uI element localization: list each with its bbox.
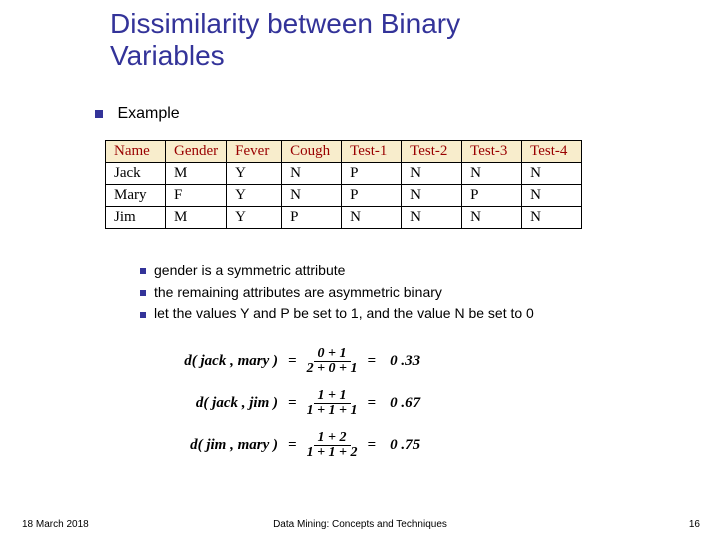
footer-page-number: 16 — [689, 519, 700, 530]
table-cell: Y — [227, 207, 282, 229]
fraction-numerator: 0 + 1 — [314, 347, 351, 362]
footer-center: Data Mining: Concepts and Techniques — [273, 519, 447, 530]
table-cell: N — [522, 207, 582, 229]
square-bullet-icon — [140, 290, 146, 296]
table-cell: P — [342, 163, 402, 185]
slide-title: Dissimilarity between Binary Variables — [110, 8, 460, 72]
equals-sign: = — [362, 353, 383, 370]
table-cell: N — [402, 185, 462, 207]
table-cell: N — [402, 163, 462, 185]
fraction-numerator: 1 + 2 — [314, 431, 351, 446]
formula-lhs: d( jim , mary ) — [150, 437, 282, 454]
table-cell: N — [462, 163, 522, 185]
table-cell: Jack — [106, 163, 166, 185]
table-cell: Mary — [106, 185, 166, 207]
table-cell: F — [166, 185, 227, 207]
fraction-denominator: 2 + 0 + 1 — [303, 362, 362, 376]
table-header-row: NameGenderFeverCoughTest-1Test-2Test-3Te… — [106, 141, 582, 163]
table-row: MaryFYNPNPN — [106, 185, 582, 207]
equals-sign: = — [282, 437, 303, 454]
table-cell: P — [282, 207, 342, 229]
fraction-denominator: 1 + 1 + 2 — [303, 446, 362, 460]
table-cell: N — [462, 207, 522, 229]
formula-fraction: 1 + 11 + 1 + 1 — [303, 389, 362, 418]
table-row: JimMYPNNNN — [106, 207, 582, 229]
note-text: gender is a symmetric attribute — [154, 262, 345, 278]
title-line-2: Variables — [110, 40, 225, 71]
table-row: JackMYNPNNN — [106, 163, 582, 185]
note-text: the remaining attributes are asymmetric … — [154, 284, 442, 300]
formula-value: 0 .67 — [382, 395, 420, 412]
table-header-cell: Test-1 — [342, 141, 402, 163]
table-header-cell: Test-2 — [402, 141, 462, 163]
formula-fraction: 0 + 12 + 0 + 1 — [303, 347, 362, 376]
formula-value: 0 .33 — [382, 353, 420, 370]
table-cell: M — [166, 207, 227, 229]
note-line: let the values Y and P be set to 1, and … — [140, 303, 534, 325]
equals-sign: = — [362, 437, 383, 454]
data-table-container: NameGenderFeverCoughTest-1Test-2Test-3Te… — [105, 140, 582, 229]
table-cell: N — [282, 163, 342, 185]
square-bullet-icon — [95, 110, 103, 118]
table-cell: N — [342, 207, 402, 229]
table-cell: P — [462, 185, 522, 207]
square-bullet-icon — [140, 268, 146, 274]
table-header-cell: Name — [106, 141, 166, 163]
table-cell: N — [522, 185, 582, 207]
formulas-block: d( jack , mary )=0 + 12 + 0 + 1=0 .33d( … — [150, 340, 420, 466]
formula-row: d( jack , mary )=0 + 12 + 0 + 1=0 .33 — [150, 340, 420, 382]
table-header-cell: Test-3 — [462, 141, 522, 163]
formula-row: d( jack , jim )=1 + 11 + 1 + 1=0 .67 — [150, 382, 420, 424]
formula-lhs: d( jack , mary ) — [150, 353, 282, 370]
square-bullet-icon — [140, 312, 146, 318]
equals-sign: = — [282, 395, 303, 412]
table-header-cell: Gender — [166, 141, 227, 163]
title-line-1: Dissimilarity between Binary — [110, 8, 460, 39]
formula-lhs: d( jack , jim ) — [150, 395, 282, 412]
note-text: let the values Y and P be set to 1, and … — [154, 305, 534, 321]
table-cell: Y — [227, 163, 282, 185]
table-body: JackMYNPNNNMaryFYNPNPNJimMYPNNNN — [106, 163, 582, 229]
table-cell: N — [282, 185, 342, 207]
table-cell: N — [402, 207, 462, 229]
table-cell: Jim — [106, 207, 166, 229]
note-line: gender is a symmetric attribute — [140, 260, 534, 282]
table-cell: N — [522, 163, 582, 185]
fraction-numerator: 1 + 1 — [314, 389, 351, 404]
example-bullet: Example — [95, 105, 180, 123]
table-cell: P — [342, 185, 402, 207]
formula-value: 0 .75 — [382, 437, 420, 454]
footer-date: 18 March 2018 — [22, 519, 89, 530]
table-header-cell: Test-4 — [522, 141, 582, 163]
formula-fraction: 1 + 21 + 1 + 2 — [303, 431, 362, 460]
note-line: the remaining attributes are asymmetric … — [140, 282, 534, 304]
notes-list: gender is a symmetric attribute the remai… — [140, 260, 534, 325]
fraction-denominator: 1 + 1 + 1 — [303, 404, 362, 418]
table-header-cell: Cough — [282, 141, 342, 163]
table-cell: Y — [227, 185, 282, 207]
data-table: NameGenderFeverCoughTest-1Test-2Test-3Te… — [105, 140, 582, 229]
equals-sign: = — [282, 353, 303, 370]
table-cell: M — [166, 163, 227, 185]
formula-row: d( jim , mary )=1 + 21 + 1 + 2=0 .75 — [150, 424, 420, 466]
example-label-text: Example — [117, 105, 179, 122]
equals-sign: = — [362, 395, 383, 412]
table-header-cell: Fever — [227, 141, 282, 163]
